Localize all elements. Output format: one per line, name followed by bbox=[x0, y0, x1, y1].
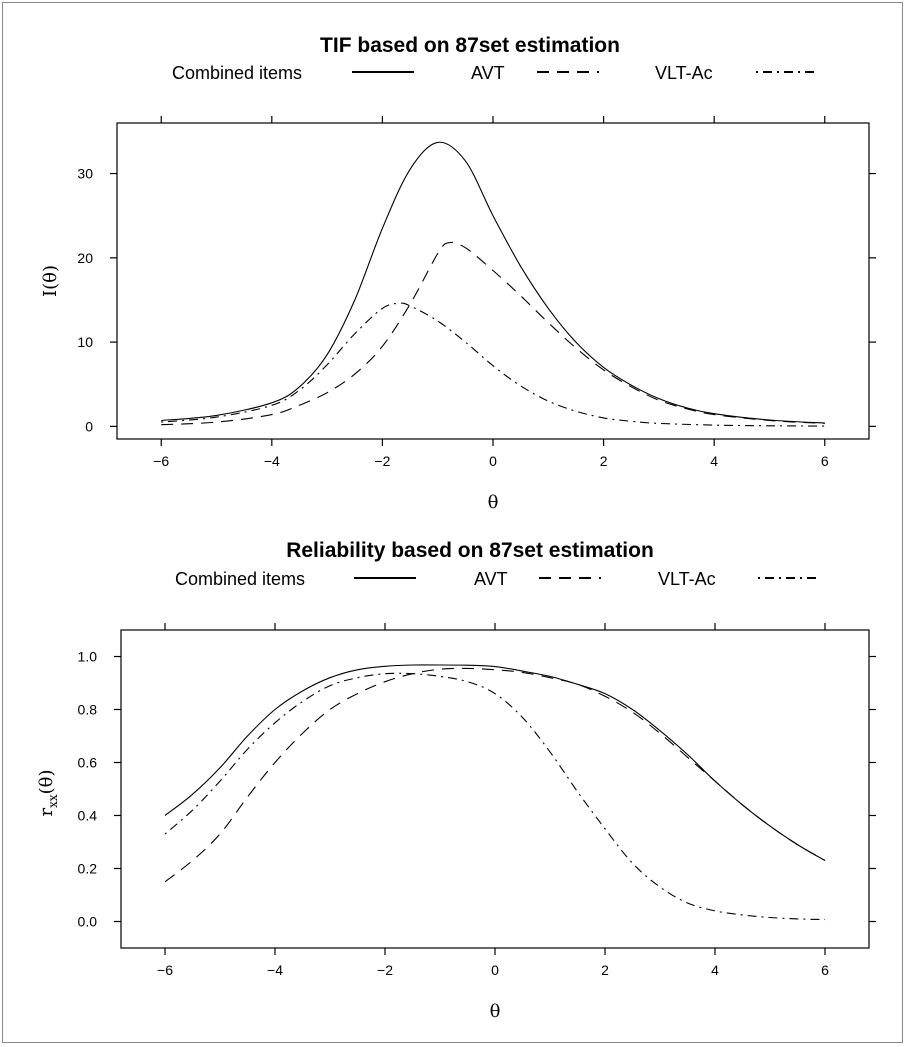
y-tick-label: 1.0 bbox=[78, 649, 98, 665]
x-tick-label: −2 bbox=[374, 453, 390, 469]
series-line-vlt-ac bbox=[164, 672, 826, 921]
legend-label-avt: AVT bbox=[474, 569, 508, 589]
series-line-avt bbox=[161, 241, 825, 426]
y-tick-label: 20 bbox=[77, 250, 93, 266]
y-tick-label: 30 bbox=[77, 166, 93, 182]
x-tick-label: 6 bbox=[821, 453, 829, 469]
tif-chart: TIF based on 87set estimation Combined i… bbox=[40, 34, 876, 513]
reliability-y-axis: 0.0 0.2 0.4 0.6 0.8 1.0 bbox=[78, 649, 876, 930]
reliability-chart-title: Reliability based on 87set estimation bbox=[286, 539, 654, 562]
tif-y-axis: 0 10 20 30 bbox=[77, 166, 876, 434]
reliability-y-axis-label: rxx(θ) bbox=[36, 769, 60, 816]
series-line-avt bbox=[164, 667, 826, 883]
reliability-legend: Combined items AVT VLT-Ac bbox=[175, 569, 820, 589]
series-line-combined-items bbox=[161, 141, 825, 424]
tif-legend: Combined items AVT VLT-Ac bbox=[172, 63, 818, 83]
tif-plot-area bbox=[116, 122, 870, 440]
y-tick-label: 10 bbox=[77, 334, 93, 350]
x-tick-label: 2 bbox=[601, 962, 609, 978]
y-tick-label: 0.2 bbox=[78, 861, 98, 877]
reliability-chart: Reliability based on 87set estimation Co… bbox=[36, 539, 876, 1022]
x-tick-label: −4 bbox=[264, 453, 280, 469]
x-tick-label: −4 bbox=[267, 962, 283, 978]
x-tick-label: 0 bbox=[489, 453, 497, 469]
legend-label-vltac: VLT-Ac bbox=[658, 569, 716, 589]
y-tick-label: 0 bbox=[85, 418, 93, 434]
reliability-x-axis-label: θ bbox=[490, 1001, 501, 1022]
tif-x-axis: −6 −4 −2 0 2 4 6 bbox=[153, 116, 829, 469]
x-tick-label: −6 bbox=[153, 453, 169, 469]
x-tick-label: 2 bbox=[600, 453, 608, 469]
y-tick-label: 0.0 bbox=[78, 914, 98, 930]
x-tick-label: 0 bbox=[491, 962, 499, 978]
reliability-series bbox=[164, 664, 826, 921]
y-tick-label: 0.4 bbox=[78, 808, 98, 824]
tif-chart-title: TIF based on 87set estimation bbox=[320, 34, 620, 57]
legend-label-combined: Combined items bbox=[175, 569, 305, 589]
x-tick-label: 4 bbox=[710, 453, 718, 469]
x-tick-label: 4 bbox=[711, 962, 719, 978]
x-tick-label: 6 bbox=[821, 962, 829, 978]
tif-series bbox=[161, 141, 825, 427]
legend-label-combined: Combined items bbox=[172, 63, 302, 83]
legend-label-avt: AVT bbox=[471, 63, 505, 83]
reliability-plot-area bbox=[120, 629, 870, 949]
reliability-x-axis: −6 −4 −2 0 2 4 6 bbox=[157, 623, 829, 978]
tif-x-axis-label: θ bbox=[488, 492, 499, 513]
x-tick-label: −6 bbox=[157, 962, 173, 978]
x-tick-label: −2 bbox=[377, 962, 393, 978]
tif-y-axis-label: I(θ) bbox=[40, 265, 61, 297]
y-tick-label: 0.8 bbox=[78, 702, 98, 718]
y-tick-label: 0.6 bbox=[78, 755, 98, 771]
series-line-vlt-ac bbox=[161, 302, 825, 427]
legend-label-vltac: VLT-Ac bbox=[655, 63, 713, 83]
